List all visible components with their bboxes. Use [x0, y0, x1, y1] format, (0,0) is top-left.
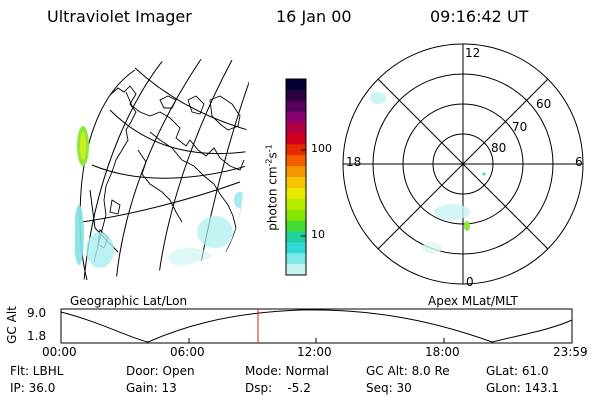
colorbar-cell [286, 144, 306, 156]
meridian-line [197, 73, 250, 280]
polar-plot [342, 43, 584, 285]
time-tick-label: 12:00 [297, 345, 332, 359]
mlt-label-6: 6 [575, 155, 583, 169]
colorbar-cell [286, 122, 306, 134]
filter-readout: Flt: LBHL [10, 364, 64, 378]
color-scale-bar [285, 78, 307, 276]
altitude-tick-label: 9.0 [27, 306, 47, 320]
colorbar-cell [286, 111, 306, 124]
polar-aurora-emission [370, 92, 486, 254]
colorbar-cell [286, 155, 306, 167]
time-tick-label: 06:00 [170, 345, 205, 359]
colorbar-cell [286, 100, 306, 113]
mlt-label-12: 12 [465, 46, 481, 60]
meridian-line [115, 59, 211, 280]
colorbar-label: photon cm-2s-1 [264, 144, 280, 231]
colorbar-cell [286, 198, 306, 211]
geo-latitude-readout: GLat: 61.0 [486, 364, 549, 378]
ip-readout: IP: 36.0 [10, 381, 56, 395]
colorbar-cell [286, 220, 306, 232]
map-projection-label: Geographic Lat/Lon [70, 294, 188, 308]
colorbar-cell [286, 187, 306, 200]
colorbar-cell [286, 242, 306, 254]
latitude-line [109, 109, 250, 155]
colorbar-cell [286, 231, 306, 243]
date-label: 16 Jan 00 [276, 7, 352, 26]
colorbar-cell [286, 133, 306, 145]
colorbar-tick-label: 10 [311, 228, 325, 241]
latitude-line [134, 67, 250, 133]
polar-axis-line [377, 78, 549, 250]
time-tick-label: 00:00 [42, 345, 77, 359]
altitude-plot [60, 308, 573, 344]
polar-projection-label: Apex MLat/MLT [428, 294, 518, 308]
time-tick-label: 23:59 [553, 345, 588, 359]
colorbar-cell [286, 79, 306, 91]
time-axis-ticks [60, 338, 573, 343]
mlat-label-60: 60 [536, 97, 552, 111]
altitude-axis-label: GC Alt [5, 306, 19, 344]
colorbar-cell [286, 166, 306, 178]
aurora-emission [75, 126, 246, 268]
time-tick-label: 18:00 [425, 345, 460, 359]
instrument-title: Ultraviolet Imager [47, 7, 192, 26]
colorbar-cell [286, 89, 306, 102]
latitude-line [91, 164, 250, 179]
colorbar-cell [286, 264, 306, 276]
mode-readout: Mode: Normal [245, 364, 329, 378]
altitude-tick-label: 1.8 [27, 329, 47, 343]
mlat-label-80: 80 [491, 141, 507, 155]
colorbar-tick-label: 100 [311, 142, 332, 155]
time-label: 09:16:42 UT [430, 7, 529, 26]
gain-readout: Gain: 13 [126, 381, 177, 395]
geographic-map [75, 59, 250, 281]
colorbar-cell [286, 177, 306, 189]
sequence-readout: Seq: 30 [366, 381, 412, 395]
gc-altitude-readout: GC Alt: 8.0 Re [366, 364, 450, 378]
door-readout: Door: Open [126, 364, 195, 378]
mlt-label-18: 18 [346, 155, 362, 169]
mlat-label-70: 70 [512, 120, 528, 134]
colorbar-cell [286, 209, 306, 222]
mlt-label-0: 0 [466, 275, 474, 289]
geo-longitude-readout: GLon: 143.1 [486, 381, 559, 395]
latitude-line [81, 181, 241, 223]
altitude-curve [60, 309, 573, 343]
colorbar-cell [286, 253, 306, 265]
dsp-readout: Dsp: -5.2 [245, 381, 311, 395]
